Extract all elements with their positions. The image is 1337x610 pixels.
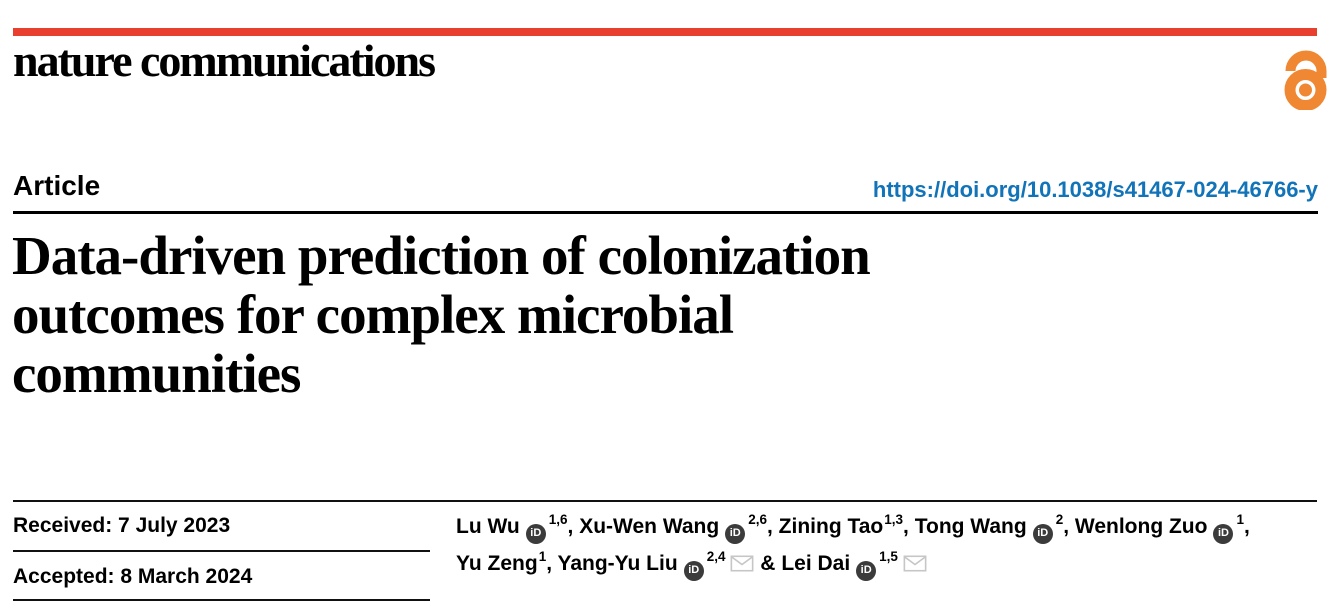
author-name: Zining Tao — [778, 515, 884, 538]
author-separator: , — [1063, 515, 1075, 538]
title-line: outcomes for complex microbial — [12, 284, 734, 345]
author-name: Yu Zeng — [456, 552, 538, 575]
affiliation-superscript: 1,5 — [879, 549, 898, 564]
author-name: Yang-Yu Liu — [557, 552, 678, 575]
author-separator: , — [1243, 515, 1250, 538]
email-envelope-icon[interactable] — [730, 555, 754, 572]
orcid-icon[interactable]: iD — [683, 560, 704, 581]
article-title: Data-driven prediction of colonization o… — [12, 226, 1212, 403]
orcid-icon[interactable]: iD — [725, 523, 746, 544]
author-line: Lu Wu iD1,6, Xu-Wen Wang iD2,6, Zining Tao… — [456, 508, 1328, 545]
title-line: Data-driven prediction of colonization — [12, 225, 871, 286]
affiliation-superscript: 2,6 — [748, 512, 767, 527]
dates-bottom-rule — [13, 599, 430, 601]
orcid-icon[interactable]: iD — [1032, 523, 1053, 544]
orcid-icon[interactable]: iD — [525, 523, 546, 544]
dates-top-rule — [13, 500, 1317, 502]
journal-logo: nature communications — [13, 35, 436, 86]
affiliation-superscript: 1,3 — [884, 512, 904, 527]
orcid-icon[interactable]: iD — [1213, 523, 1234, 544]
author-list: Lu Wu iD1,6, Xu-Wen Wang iD2,6, Zining Tao… — [456, 508, 1328, 582]
article-type-label: Article — [13, 170, 101, 201]
author-name: Lu Wu — [456, 515, 520, 538]
doi-link[interactable]: https://doi.org/10.1038/s41467-024-46766… — [872, 177, 1318, 202]
author-separator: , — [903, 515, 915, 538]
affiliation-superscript: 2 — [1055, 512, 1064, 527]
title-line: communities — [12, 343, 301, 404]
accepted-date: Accepted: 8 March 2024 — [13, 565, 253, 588]
masthead-rule — [13, 28, 1317, 36]
received-date: Received: 7 July 2023 — [13, 514, 231, 537]
affiliation-superscript: 1 — [1236, 512, 1244, 527]
author-separator: , — [567, 515, 580, 538]
affiliation-superscript: 1 — [538, 549, 547, 564]
author-name: Lei Dai — [781, 552, 851, 575]
header-rule — [13, 211, 1318, 214]
author-separator: , — [767, 515, 779, 538]
author-separator: , — [546, 552, 558, 575]
author-line: Yu Zeng1, Yang-Yu Liu iD2,4 & Lei Dai iD1,… — [456, 545, 1328, 582]
affiliation-superscript: 1,6 — [548, 512, 568, 527]
author-separator: & — [754, 552, 782, 575]
author-name: Xu-Wen Wang — [579, 515, 720, 538]
orcid-icon[interactable]: iD — [856, 560, 877, 581]
dates-divider-rule — [13, 550, 430, 552]
open-access-icon — [1284, 50, 1327, 110]
email-envelope-icon[interactable] — [903, 555, 927, 572]
author-name: Wenlong Zuo — [1074, 515, 1208, 538]
affiliation-superscript: 2,4 — [706, 549, 726, 564]
author-name: Tong Wang — [914, 515, 1027, 538]
